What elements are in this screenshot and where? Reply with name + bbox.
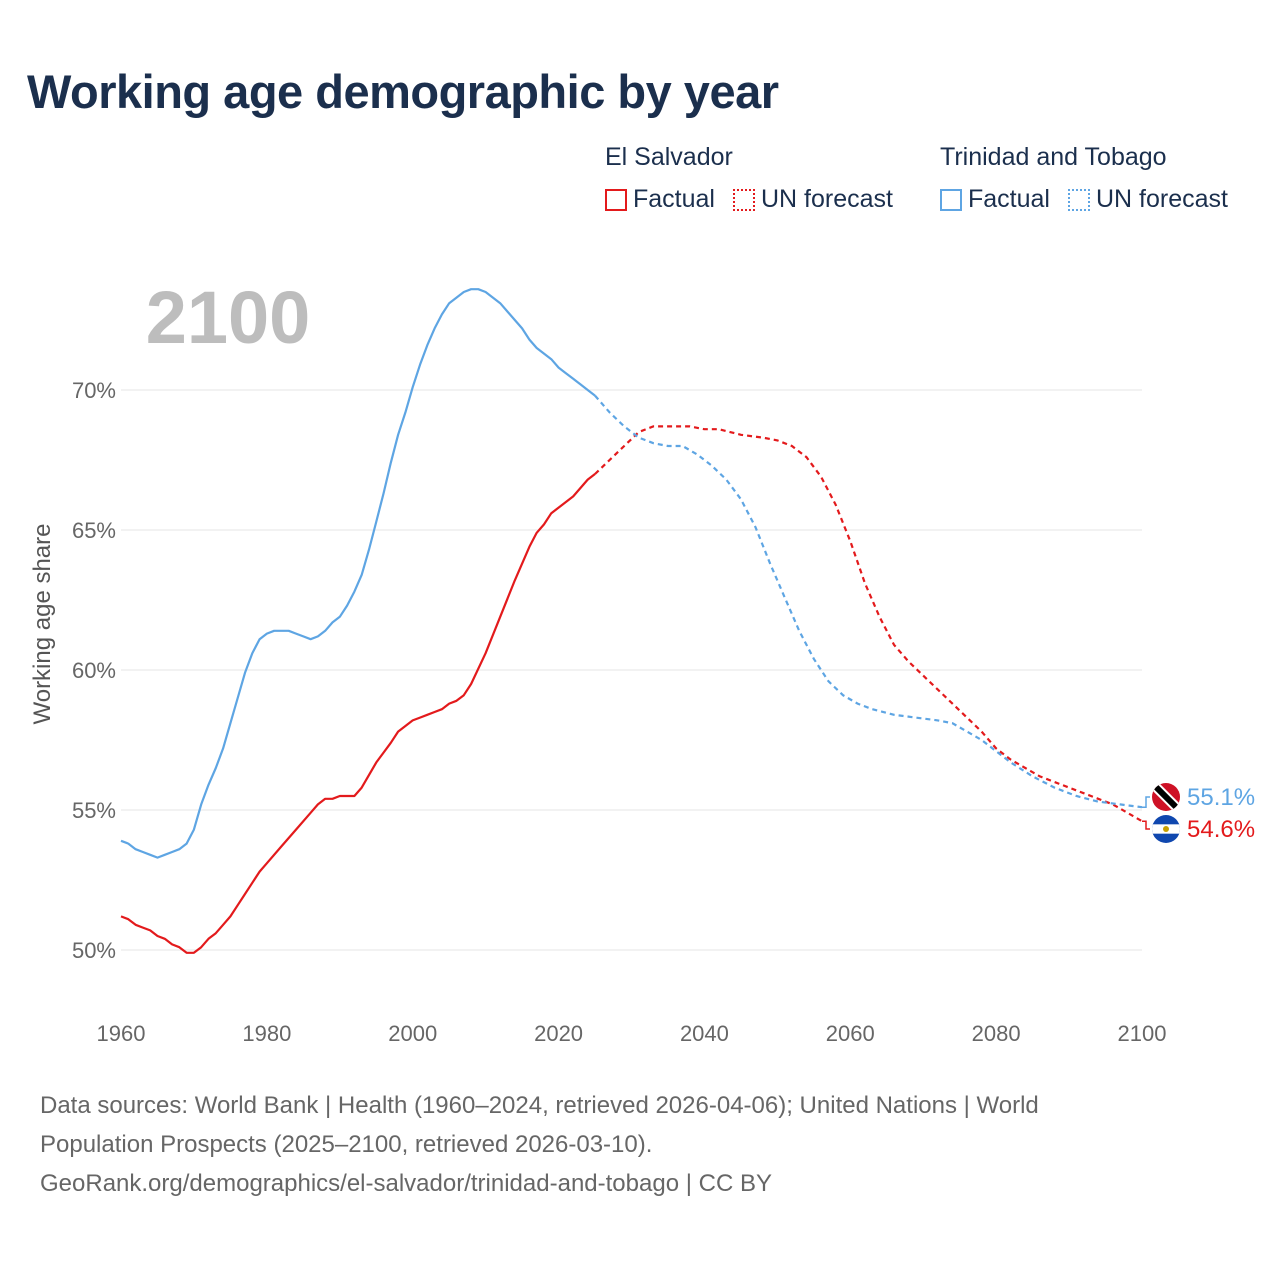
y-tick-label: 55% — [72, 798, 116, 823]
legend-item-el-salvador-forecast[interactable]: UN forecast — [732, 185, 893, 214]
legend-item-el-salvador-factual[interactable]: Factual — [605, 185, 715, 214]
grid-lines — [121, 389, 1142, 951]
x-axis-ticks: 1960 1980 2000 2020 2040 2060 2080 2100 — [97, 1021, 1167, 1046]
legend-label: Factual — [968, 185, 1050, 213]
series-line-1-factual — [120, 288, 596, 859]
year-watermark: 2100 — [146, 276, 311, 359]
sources-line-3[interactable]: GeoRank.org/demographics/el-salvador/tri… — [40, 1170, 772, 1197]
legend-item-trinidad-forecast[interactable]: UN forecast — [1067, 185, 1228, 214]
legend-swatch-dotted — [1067, 188, 1090, 211]
data-sources: Data sources: World Bank | Health (1960–… — [40, 1086, 1240, 1203]
end-value-label: 54.6% — [1187, 816, 1255, 843]
legend-country-trinidad-and-tobago: Trinidad and Tobago — [940, 143, 1167, 171]
x-tick-label: 2100 — [1118, 1021, 1167, 1046]
y-tick-label: 60% — [72, 658, 116, 683]
flag-emblem — [1163, 826, 1169, 832]
series-line-1-forecast — [594, 394, 1143, 809]
x-tick-label: 2060 — [826, 1021, 875, 1046]
line-chart: 2100 50% 55% 60% 65% 70% 1960 1980 2000 2020 204… — [29, 276, 1255, 1046]
legend-label: UN forecast — [1095, 185, 1228, 213]
el-salvador-flag-icon — [1152, 815, 1180, 843]
legend-trinidad-and-tobago: Trinidad and Tobago Factual UN forecast — [940, 143, 1228, 214]
legend-country-el-salvador: El Salvador — [605, 143, 733, 171]
y-tick-label: 50% — [72, 938, 116, 963]
legend-swatch-dotted — [732, 188, 755, 211]
y-axis-ticks: 50% 55% 60% 65% 70% — [72, 378, 116, 963]
legend-label: UN forecast — [760, 185, 893, 213]
end-value-label: 55.1% — [1187, 784, 1255, 811]
x-tick-label: 1960 — [97, 1021, 146, 1046]
sources-line-1: Data sources: World Bank | Health (1960–… — [40, 1092, 1039, 1119]
x-tick-label: 2040 — [680, 1021, 729, 1046]
legend-el-salvador: El Salvador Factual UN forecast — [605, 143, 893, 214]
end-connector — [1142, 820, 1150, 830]
trinidad-flag-icon — [1152, 783, 1180, 811]
y-axis-label: Working age share — [29, 524, 56, 725]
y-tick-label: 70% — [72, 378, 116, 403]
legend-swatch-solid — [940, 188, 962, 211]
end-connector — [1142, 796, 1150, 808]
legend-label: Factual — [633, 185, 715, 213]
legend-item-trinidad-factual[interactable]: Factual — [940, 185, 1050, 214]
sources-line-2: Population Prospects (2025–2100, retriev… — [40, 1131, 653, 1158]
x-tick-label: 2000 — [388, 1021, 437, 1046]
end-markers: 55.1% 54.6% — [1142, 783, 1255, 843]
flag-band-black — [1152, 783, 1180, 811]
series-lines — [120, 288, 1143, 954]
x-tick-label: 2020 — [534, 1021, 583, 1046]
x-tick-label: 1980 — [242, 1021, 291, 1046]
series-line-0-factual — [120, 473, 596, 954]
legend-swatch-solid — [605, 188, 627, 211]
x-tick-label: 2080 — [972, 1021, 1021, 1046]
chart-title: Working age demographic by year — [27, 65, 779, 118]
series-line-0-forecast — [594, 425, 1143, 823]
y-tick-label: 65% — [72, 518, 116, 543]
